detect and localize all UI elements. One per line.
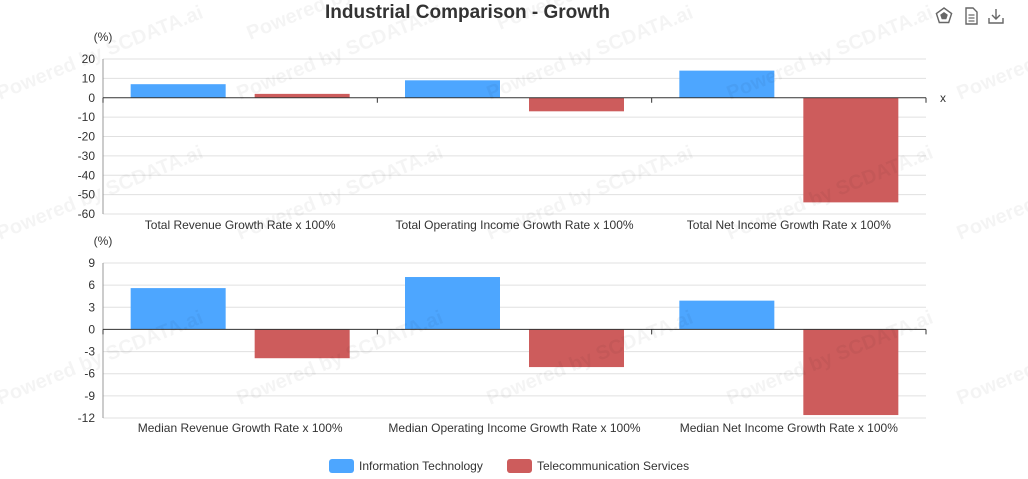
- x-category-label: Median Net Income Growth Rate x 100%: [680, 421, 898, 435]
- bar-information-technology-2[interactable]: [679, 300, 775, 330]
- bar-information-technology-2[interactable]: [679, 70, 775, 98]
- x-category-label: Median Revenue Growth Rate x 100%: [138, 421, 343, 435]
- y-tick-label: 3: [88, 300, 95, 314]
- bar-information-technology-1[interactable]: [405, 277, 500, 330]
- legend-swatch-telecommunication-services: [507, 459, 532, 473]
- save-image-icon[interactable]: [986, 6, 1006, 26]
- legend-item-information-technology[interactable]: Information Technology: [329, 456, 483, 476]
- x-category-label: Total Revenue Growth Rate x 100%: [145, 218, 336, 232]
- y-tick-label: -50: [78, 188, 96, 202]
- y-tick-label: -6: [84, 367, 95, 381]
- y-tick-label: -9: [84, 389, 95, 403]
- y-tick-label: 10: [82, 71, 96, 85]
- bar-telecommunication-services-2[interactable]: [803, 97, 899, 203]
- y-tick-label: -12: [78, 411, 96, 425]
- y-tick-label: 20: [82, 52, 96, 66]
- x-category-label: Total Net Income Growth Rate x 100%: [687, 218, 891, 232]
- y-tick-label: -20: [78, 130, 96, 144]
- y-tick-label: 0: [88, 322, 95, 336]
- y-tick-label: -30: [78, 149, 96, 163]
- y-tick-label: 6: [88, 278, 95, 292]
- y-tick-label: 0: [88, 91, 95, 105]
- y-tick-label: -3: [84, 345, 95, 359]
- bar-telecommunication-services-2[interactable]: [803, 329, 899, 416]
- y-tick-label: -40: [78, 168, 96, 182]
- bar-telecommunication-services-1[interactable]: [529, 97, 624, 112]
- chart-title: Industrial Comparison - Growth: [324, 2, 610, 23]
- legend-item-telecommunication-services[interactable]: Telecommunication Services: [507, 456, 689, 476]
- radar-view-icon[interactable]: [934, 6, 954, 26]
- y-unit-label: (%): [94, 234, 113, 248]
- legend-swatch-information-technology: [329, 459, 354, 473]
- y-unit-label: (%): [94, 30, 113, 44]
- toolbox: [934, 6, 1010, 26]
- legend-label: Telecommunication Services: [537, 459, 690, 473]
- y-tick-label: -60: [78, 207, 96, 221]
- bar-telecommunication-services-1[interactable]: [529, 329, 624, 368]
- x-category-label: Median Operating Income Growth Rate x 10…: [388, 421, 640, 435]
- data-view-icon[interactable]: [961, 6, 981, 26]
- bar-information-technology-0[interactable]: [130, 288, 226, 330]
- y-tick-label: 9: [88, 256, 95, 270]
- bar-telecommunication-services-0[interactable]: [254, 93, 350, 98]
- bar-information-technology-1[interactable]: [405, 80, 500, 98]
- x-axis-name: x: [940, 91, 946, 105]
- bar-information-technology-0[interactable]: [130, 84, 226, 98]
- bar-telecommunication-services-0[interactable]: [254, 329, 350, 359]
- y-tick-label: -10: [78, 110, 96, 124]
- chart-legend: Information Technology Telecommunication…: [0, 456, 1028, 476]
- legend-label: Information Technology: [359, 459, 483, 473]
- x-category-label: Total Operating Income Growth Rate x 100…: [395, 218, 633, 232]
